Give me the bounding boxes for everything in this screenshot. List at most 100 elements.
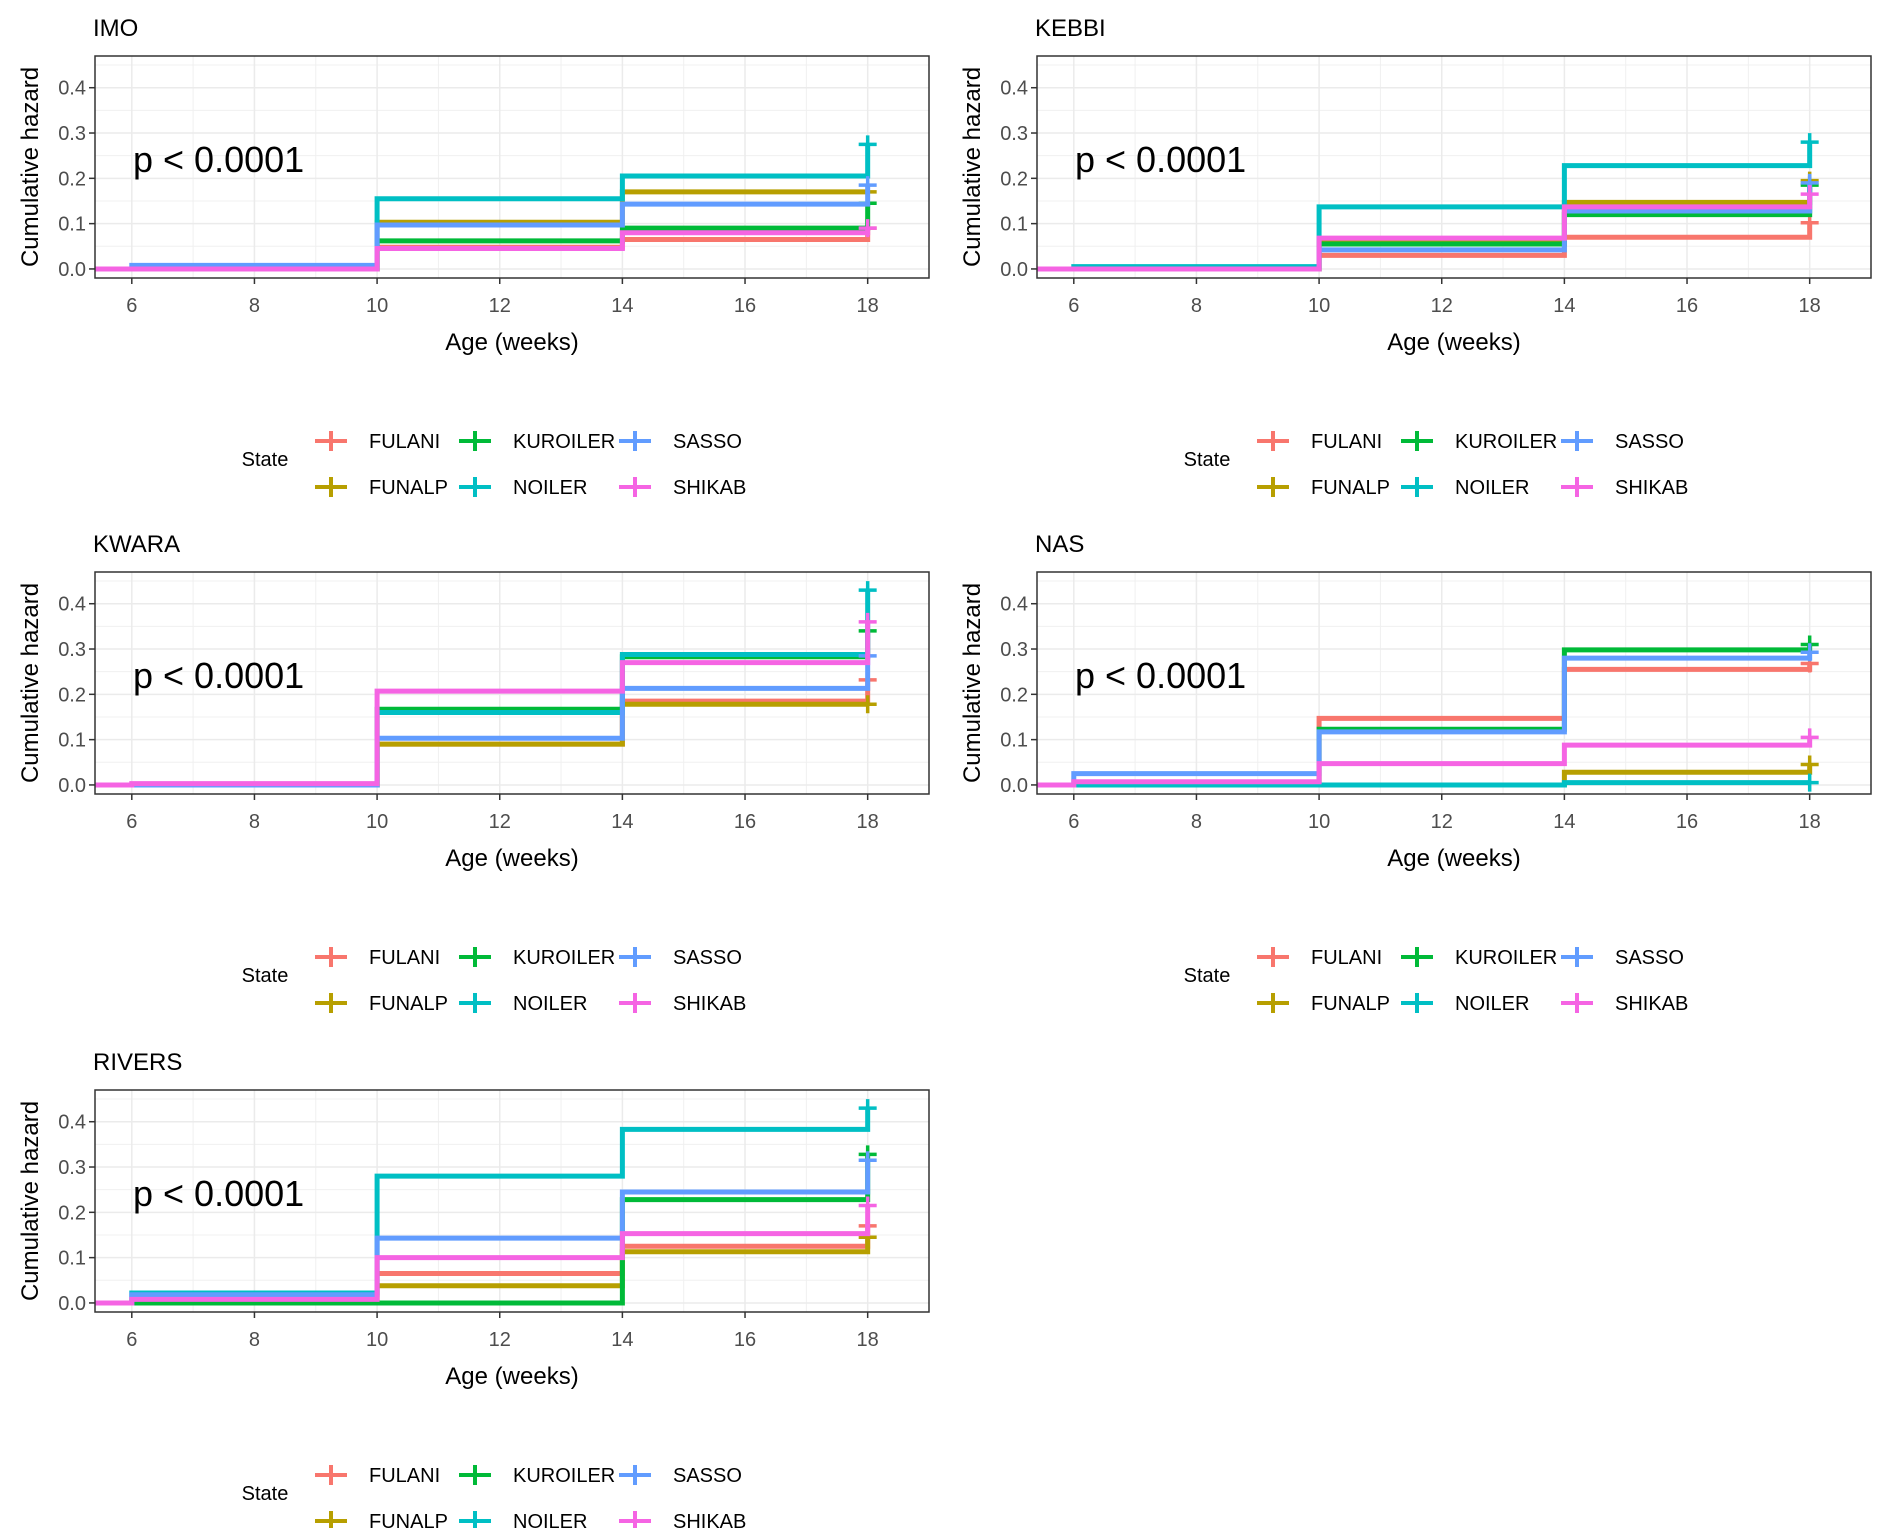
legend-key-shikab	[619, 477, 651, 497]
y-tick-label: 0.2	[58, 1202, 86, 1224]
y-tick-label: 0.3	[58, 639, 86, 661]
legend-label: FUNALP	[1311, 993, 1390, 1015]
legend-item-noiler: NOILER	[1401, 477, 1529, 499]
legend-item-noiler: NOILER	[459, 1511, 587, 1528]
legend-key-noiler	[459, 993, 491, 1013]
panel-title: KWARA	[93, 531, 180, 558]
legend-key-shikab	[619, 1511, 651, 1528]
legend-title: State	[242, 1483, 289, 1505]
legend-label: NOILER	[1455, 477, 1529, 499]
legend-label: KUROILER	[513, 431, 615, 453]
censor-mark-funalp	[1800, 755, 1819, 774]
censor-mark-shikab	[1800, 728, 1819, 747]
x-tick-label: 18	[1799, 811, 1821, 833]
legend-item-sasso: SASSO	[619, 1465, 742, 1487]
x-tick-label: 6	[126, 1329, 137, 1351]
censor-mark-shikab	[858, 219, 877, 238]
y-tick-label: 0.0	[1000, 775, 1028, 797]
censor-mark-noiler	[858, 1099, 877, 1118]
legend-label: SHIKAB	[673, 477, 746, 499]
y-tick-label: 0.1	[58, 730, 86, 752]
x-tick-label: 18	[857, 811, 879, 833]
y-tick-label: 0.4	[58, 78, 86, 100]
legend-item-kuroiler: KUROILER	[459, 947, 615, 969]
censor-mark-sasso	[858, 1151, 877, 1170]
panel-title: RIVERS	[93, 1049, 182, 1076]
y-tick-label: 0.1	[58, 214, 86, 236]
legend-label: KUROILER	[513, 947, 615, 969]
legend-label: FUNALP	[369, 1511, 448, 1528]
y-tick-label: 0.1	[1000, 214, 1028, 236]
step-line-shikab	[1037, 737, 1813, 788]
y-axis-title: Cumulative hazard	[17, 67, 44, 267]
x-tick-label: 16	[734, 811, 756, 833]
y-tick-label: 0.0	[58, 775, 86, 797]
x-tick-label: 14	[1553, 811, 1575, 833]
legend-item-funalp: FUNALP	[315, 477, 448, 499]
legend-item-shikab: SHIKAB	[1561, 477, 1688, 499]
censor-mark-noiler	[1800, 773, 1819, 792]
legend-label: NOILER	[513, 1511, 587, 1528]
legend-item-noiler: NOILER	[459, 993, 587, 1015]
x-tick-label: 10	[366, 811, 388, 833]
step-line-shikab	[95, 621, 871, 788]
y-tick-label: 0.3	[1000, 639, 1028, 661]
legend-key-kuroiler	[1401, 947, 1433, 967]
y-tick-label: 0.1	[58, 1248, 86, 1270]
x-tick-label: 10	[1308, 295, 1330, 317]
legend-label: FUNALP	[369, 993, 448, 1015]
legend-label: KUROILER	[513, 1465, 615, 1487]
panel-title: IMO	[93, 15, 138, 42]
y-axis-title: Cumulative hazard	[959, 67, 986, 267]
x-tick-label: 6	[1068, 811, 1079, 833]
x-tick-label: 10	[366, 1329, 388, 1351]
legend-label: SHIKAB	[1615, 477, 1688, 499]
x-tick-label: 14	[1553, 295, 1575, 317]
p-value-annotation: p < 0.0001	[1075, 655, 1246, 696]
legend-label: SHIKAB	[673, 993, 746, 1015]
y-tick-label: 0.2	[1000, 684, 1028, 706]
y-axis-title: Cumulative hazard	[959, 583, 986, 783]
legend-item-sasso: SASSO	[1561, 947, 1684, 969]
panel-imo: IMO 0.0 0.1 0.2 0.3 0.4 6 8 10 12 14 16 18 Age (weeks…	[17, 15, 930, 499]
legend: State FULANI FUNALP KUROILER NOILER SASSO SHIK…	[1184, 431, 1688, 499]
x-tick-label: 14	[611, 811, 633, 833]
plot-frame	[1036, 55, 1872, 279]
step-line-shikab	[95, 1205, 871, 1306]
plot-background	[95, 572, 929, 794]
legend-key-funalp	[315, 1511, 347, 1528]
plot-frame	[94, 55, 930, 279]
x-tick-label: 8	[249, 1329, 260, 1351]
y-tick-label: 0.3	[58, 123, 86, 145]
legend-title: State	[1184, 965, 1231, 987]
legend-label: SASSO	[1615, 431, 1684, 453]
panel-title: NAS	[1035, 531, 1084, 558]
legend-key-kuroiler	[459, 1465, 491, 1485]
legend-key-shikab	[1561, 993, 1593, 1013]
panel-nas: NAS 0.0 0.1 0.2 0.3 0.4 6 8 10 12 14 16 18 Age (weeks…	[959, 531, 1872, 1015]
x-tick-label: 18	[1799, 295, 1821, 317]
legend-item-kuroiler: KUROILER	[1401, 947, 1557, 969]
legend: State FULANI FUNALP KUROILER NOILER SASSO SHIK…	[242, 431, 746, 499]
x-tick-label: 16	[734, 1329, 756, 1351]
y-tick-label: 0.4	[1000, 78, 1028, 100]
x-tick-label: 18	[857, 295, 879, 317]
legend-key-noiler	[1401, 993, 1433, 1013]
legend-label: FULANI	[369, 947, 440, 969]
x-tick-label: 8	[1191, 811, 1202, 833]
censor-mark-noiler	[1800, 133, 1819, 152]
x-tick-label: 12	[489, 811, 511, 833]
y-tick-label: 0.2	[1000, 168, 1028, 190]
y-axis-title: Cumulative hazard	[17, 1101, 44, 1301]
p-value-annotation: p < 0.0001	[133, 139, 304, 180]
legend-title: State	[242, 965, 289, 987]
y-tick-label: 0.4	[58, 594, 86, 616]
legend-key-sasso	[619, 431, 651, 451]
legend-item-noiler: NOILER	[1401, 993, 1529, 1015]
legend-item-fulani: FULANI	[1257, 431, 1382, 453]
legend-label: FULANI	[369, 1465, 440, 1487]
censor-mark-funalp	[858, 695, 877, 714]
legend-label: FUNALP	[1311, 477, 1390, 499]
plot-frame	[1036, 571, 1872, 795]
